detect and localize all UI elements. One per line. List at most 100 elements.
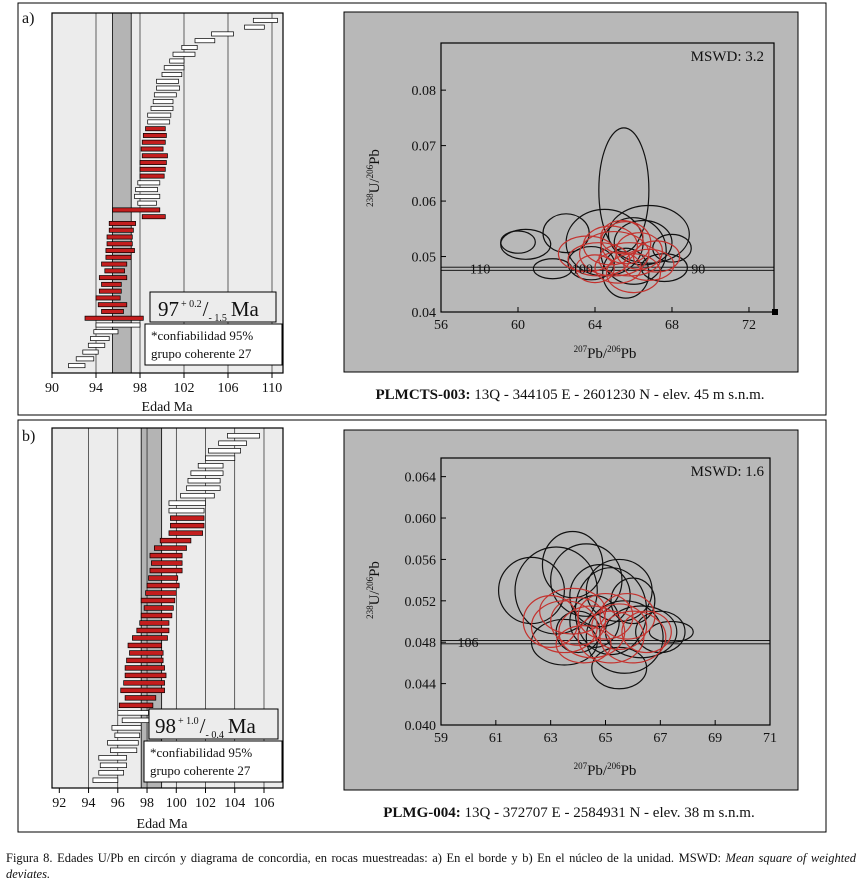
age-bar-rejected bbox=[95, 322, 141, 328]
age-bar-coherent bbox=[101, 281, 122, 287]
age-bar-rejected bbox=[168, 507, 205, 514]
age-bar-coherent bbox=[168, 530, 203, 536]
error-ellipse-black bbox=[635, 610, 686, 654]
age-bar-coherent bbox=[108, 227, 134, 233]
age-result-b-unit: Ma bbox=[228, 714, 257, 738]
age-bar-coherent bbox=[146, 582, 180, 589]
y-tick-label-a: 0.08 bbox=[412, 84, 437, 99]
age-note-b-line1: *confiabilidad 95% bbox=[150, 745, 252, 760]
age-bar-rejected bbox=[168, 500, 206, 506]
age-bar-coherent bbox=[159, 537, 192, 544]
error-ellipse-black bbox=[591, 646, 648, 690]
age-bar-coherent bbox=[139, 166, 166, 172]
x-tick-label-a: 56 bbox=[434, 318, 448, 333]
figure-caption: Figura 8. Edades U/Pb en circón y diagra… bbox=[6, 850, 856, 882]
age-bar-rejected bbox=[147, 112, 172, 118]
x-tick-label-b: 71 bbox=[763, 731, 777, 746]
error-ellipse-black bbox=[648, 620, 694, 643]
age-bar-coherent bbox=[151, 560, 183, 566]
y-tick-label-b: 0.044 bbox=[405, 678, 437, 693]
age-bar-coherent bbox=[148, 575, 179, 581]
age-bar-coherent bbox=[142, 133, 167, 138]
age-plot-b: 92 94 96 98 100 102 104 106 Edad Ma 98 + 1.0/- 0… bbox=[51, 427, 284, 832]
tick-label-a: 110 bbox=[262, 381, 282, 396]
age-bar-rejected bbox=[218, 440, 247, 446]
y-tick-label-a: 0.05 bbox=[412, 251, 437, 266]
age-bar-coherent bbox=[124, 665, 165, 671]
age-bar-rejected bbox=[152, 99, 174, 105]
age-bar-coherent bbox=[108, 221, 136, 226]
error-ellipse-red bbox=[522, 595, 579, 648]
age-bar-coherent bbox=[145, 126, 166, 132]
age-result-a-slash: / bbox=[203, 297, 209, 321]
age-result-b-value: 98 bbox=[155, 714, 176, 738]
age-bar-coherent bbox=[143, 605, 174, 611]
age-bar-rejected bbox=[156, 85, 180, 91]
error-ellipse-red bbox=[577, 592, 634, 640]
sample-b-text: 13Q - 372707 E - 2584931 N - elev. 38 m … bbox=[461, 805, 755, 821]
concordia-b-xlabel: 207Pb/206Pb bbox=[574, 761, 637, 779]
error-ellipse-red bbox=[599, 592, 656, 640]
error-ellipse-red bbox=[578, 230, 650, 277]
mswd-b: MSWD: 1.6 bbox=[691, 464, 765, 480]
age-bar-rejected bbox=[163, 65, 185, 71]
age-bar-coherent bbox=[170, 515, 205, 521]
error-ellipse-red bbox=[599, 610, 667, 664]
tick-label-b: 96 bbox=[111, 796, 125, 811]
age-bar-coherent bbox=[118, 702, 154, 709]
x-tick-label-b: 59 bbox=[434, 731, 448, 746]
tick-label-b: 94 bbox=[82, 796, 96, 811]
error-ellipse-black bbox=[613, 219, 673, 266]
age-bar-coherent bbox=[141, 214, 166, 220]
age-bar-coherent bbox=[140, 612, 173, 619]
age-result-a: 97 + 0.2/- 1.5 Ma bbox=[158, 297, 260, 324]
age-bar-coherent bbox=[105, 248, 135, 253]
age-bar-coherent bbox=[104, 268, 125, 274]
age-bar-coherent bbox=[140, 597, 176, 604]
error-ellipse-red bbox=[575, 254, 615, 284]
age-bar-coherent bbox=[98, 288, 122, 294]
age-bar-rejected bbox=[111, 725, 142, 731]
age-bar-coherent bbox=[101, 261, 128, 267]
age-bar-coherent bbox=[139, 160, 167, 165]
age-bar-rejected bbox=[107, 740, 139, 746]
age-bar-rejected bbox=[205, 455, 236, 461]
tick-label-a: 94 bbox=[89, 381, 103, 396]
age-bar-coherent bbox=[132, 635, 168, 641]
age-bar-rejected bbox=[172, 51, 196, 57]
age-bar-rejected bbox=[180, 492, 215, 499]
concordia-age-label-a: 100 bbox=[572, 263, 593, 278]
mswd-a: MSWD: 3.2 bbox=[691, 49, 764, 65]
error-ellipse-black bbox=[550, 543, 623, 617]
tick-label-a: 106 bbox=[218, 381, 239, 396]
age-bar-rejected bbox=[227, 433, 260, 439]
age-note-b-line2: grupo coherente 27 bbox=[150, 763, 251, 778]
tick-label-a: 102 bbox=[174, 381, 195, 396]
age-bar-coherent bbox=[136, 627, 170, 634]
age-plot-a-border bbox=[51, 12, 284, 374]
age-bar-coherent bbox=[124, 672, 167, 679]
age-bar-coherent bbox=[101, 309, 124, 314]
age-result-a-value: 97 bbox=[158, 297, 179, 321]
age-axis-a: 90 94 98 102 106 110 bbox=[45, 373, 282, 396]
concordia-age-label-a: 90 bbox=[691, 263, 705, 278]
age-result-a-minus: - 1.5 bbox=[208, 313, 226, 324]
age-bar-rejected bbox=[208, 448, 241, 454]
marker-square-icon bbox=[772, 309, 778, 315]
error-ellipse-black bbox=[600, 217, 667, 285]
age-note-a-line1: *confiabilidad 95% bbox=[151, 328, 253, 343]
concordia-b-plot-area bbox=[440, 457, 771, 726]
error-ellipse-black bbox=[567, 245, 615, 281]
error-ellipse-red bbox=[600, 219, 644, 255]
age-result-b: 98 + 1.0/- 0.4 Ma bbox=[155, 714, 257, 741]
tick-label-b: 100 bbox=[166, 796, 187, 811]
panel-a-frame bbox=[17, 2, 827, 416]
age-bar-coherent bbox=[139, 620, 170, 626]
age-bar-rejected bbox=[90, 336, 110, 341]
age-result-b-plus: + 1.0 bbox=[178, 716, 199, 727]
age-bar-coherent bbox=[98, 275, 128, 281]
x-tick-label-b: 69 bbox=[708, 731, 722, 746]
age-note-a-box bbox=[144, 323, 283, 366]
age-bar-coherent bbox=[141, 153, 168, 159]
error-ellipse-black bbox=[500, 228, 552, 260]
